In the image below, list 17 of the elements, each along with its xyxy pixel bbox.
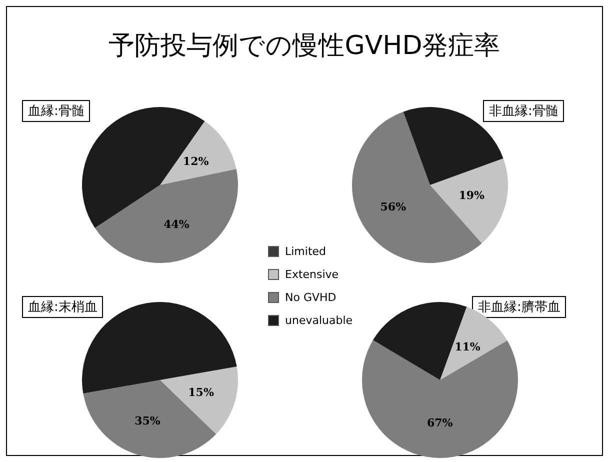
chart-title: 予防投与例での慢性GVHD発症率 (108, 30, 502, 63)
slice-label: 非血縁:骨髄 (483, 100, 564, 122)
data-label: 35% (134, 414, 161, 428)
slice-label: 非血縁:臍帯血 (472, 296, 566, 318)
legend-label: Limited (285, 244, 326, 260)
data-label: 67% (426, 416, 454, 430)
data-label: 11% (454, 340, 481, 354)
data-label: 19% (458, 189, 486, 202)
data-label: 12% (182, 154, 210, 168)
legend-label: Extensive (285, 267, 339, 283)
slice-label: 血縁:骨髄 (22, 100, 90, 122)
legend-label: No GVHD (285, 290, 336, 306)
slice-label: 血縁:末梢血 (22, 296, 104, 318)
data-label: 56% (380, 200, 407, 214)
legend-label: unevaluable (285, 313, 353, 329)
data-label: 44% (164, 218, 190, 232)
data-label: 15% (188, 386, 214, 400)
